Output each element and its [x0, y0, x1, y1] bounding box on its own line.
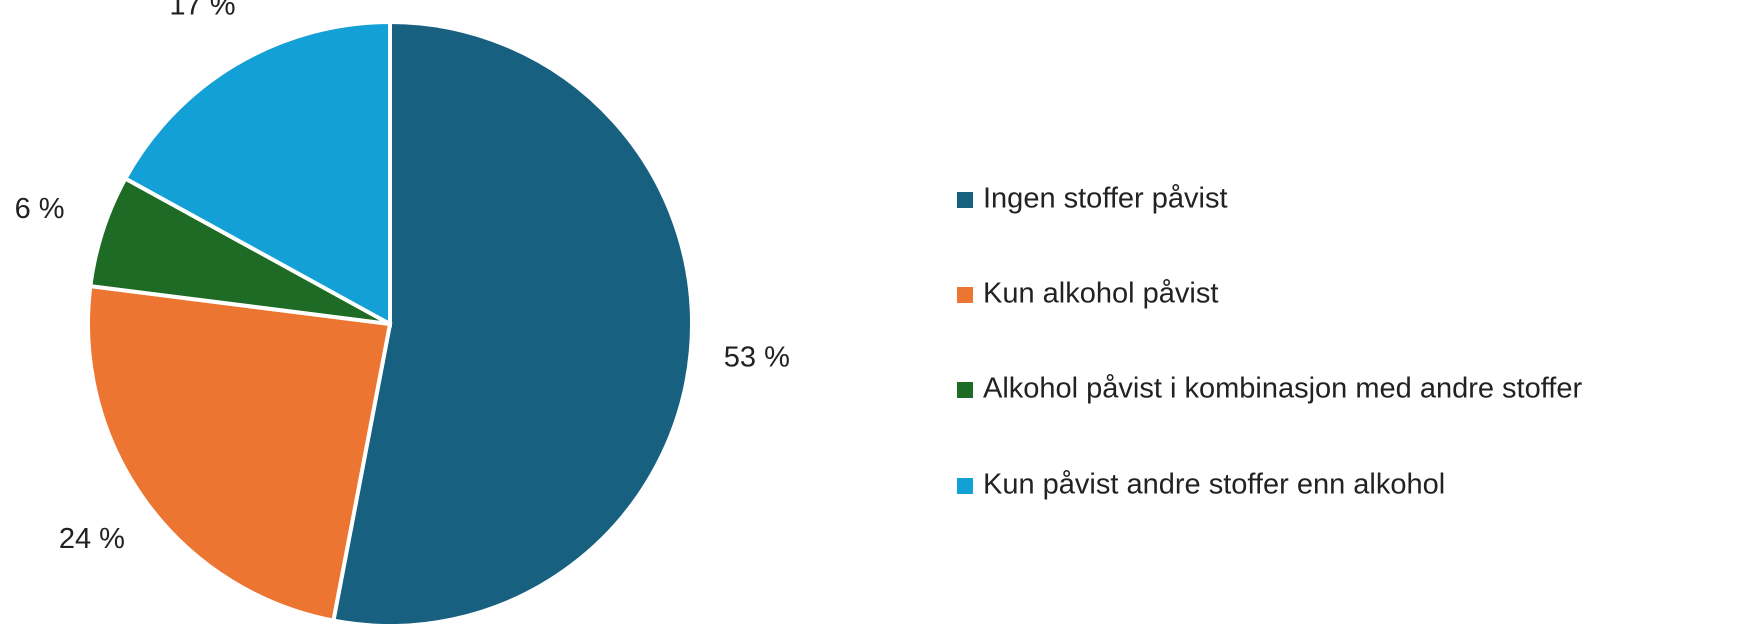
- legend-swatch: [957, 382, 973, 398]
- legend-swatch: [957, 192, 973, 208]
- pie-slice: [122, 19, 392, 328]
- legend-swatch: [957, 287, 973, 303]
- legend-label: Kun påvist andre stoffer enn alkohol: [983, 469, 1445, 501]
- data-label: 6 %: [15, 193, 65, 225]
- legend-label: Alkohol påvist i kombinasjon med andre s…: [983, 373, 1582, 405]
- data-label: 24 %: [59, 523, 125, 555]
- pie-slice: [331, 19, 694, 624]
- legend-swatch: [957, 478, 973, 494]
- pie-slice: [86, 283, 393, 623]
- data-label: 53 %: [724, 341, 790, 373]
- legend-label: Ingen stoffer påvist: [983, 183, 1228, 215]
- legend-label: Kun alkohol påvist: [983, 278, 1218, 310]
- data-label: 17 %: [169, 0, 235, 22]
